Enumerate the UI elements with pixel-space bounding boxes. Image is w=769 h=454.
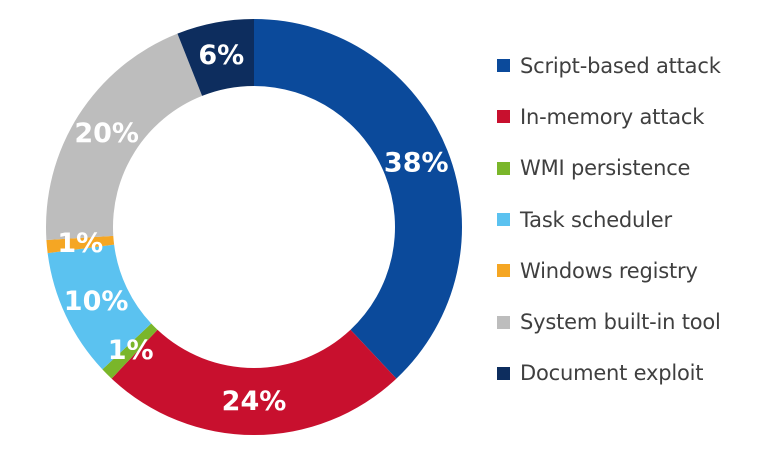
- legend-item-task-scheduler: Task scheduler: [497, 194, 721, 245]
- legend-item-system-built-in-tool: System built-in tool: [497, 296, 721, 347]
- slice-wmi-persistence: [102, 323, 158, 379]
- slice-label-windows-registry: 1%: [57, 228, 103, 259]
- legend-swatch: [497, 315, 510, 329]
- slices-group: [45, 19, 463, 436]
- legend-swatch: [497, 59, 510, 73]
- legend-item-in-memory-attack: In-memory attack: [497, 91, 721, 142]
- slice-label-script-based-attack: 38%: [384, 147, 449, 178]
- legend-swatch: [497, 213, 510, 227]
- legend-swatch: [497, 366, 510, 380]
- slice-windows-registry: [46, 235, 115, 254]
- slice-label-in-memory-attack: 24%: [222, 386, 287, 417]
- slice-label-system-built-in-tool: 20%: [74, 118, 139, 149]
- legend-item-document-exploit: Document exploit: [497, 348, 721, 399]
- legend-item-script-based-attack: Script-based attack: [497, 40, 721, 91]
- legend-label: System built-in tool: [520, 310, 721, 335]
- slice-label-task-scheduler: 10%: [64, 286, 129, 317]
- legend-label: Script-based attack: [520, 53, 721, 78]
- legend: Script-based attack In-memory attack WMI p…: [497, 40, 721, 399]
- legend-label: WMI persistence: [520, 156, 691, 181]
- legend-swatch: [497, 110, 510, 124]
- legend-label: In-memory attack: [520, 104, 705, 129]
- legend-label: Windows registry: [520, 258, 698, 283]
- legend-label: Document exploit: [520, 361, 704, 386]
- legend-item-windows-registry: Windows registry: [497, 245, 721, 296]
- slice-task-scheduler: [47, 244, 152, 370]
- donut-chart: 38% 24% 1% 10% 1% 20% 6%: [45, 19, 463, 436]
- legend-item-wmi-persistence: WMI persistence: [497, 143, 721, 194]
- slice-system-built-in-tool: [45, 33, 203, 241]
- legend-swatch: [497, 161, 510, 175]
- slice-script-based-attack: [254, 19, 463, 379]
- legend-swatch: [497, 264, 510, 278]
- legend-label: Task scheduler: [520, 207, 672, 232]
- slice-document-exploit: [177, 19, 254, 96]
- slice-in-memory-attack: [111, 329, 397, 436]
- slice-label-wmi-persistence: 1%: [108, 335, 154, 366]
- slice-labels-group: 38% 24% 1% 10% 1% 20% 6%: [57, 40, 448, 417]
- slice-label-document-exploit: 6%: [198, 40, 244, 71]
